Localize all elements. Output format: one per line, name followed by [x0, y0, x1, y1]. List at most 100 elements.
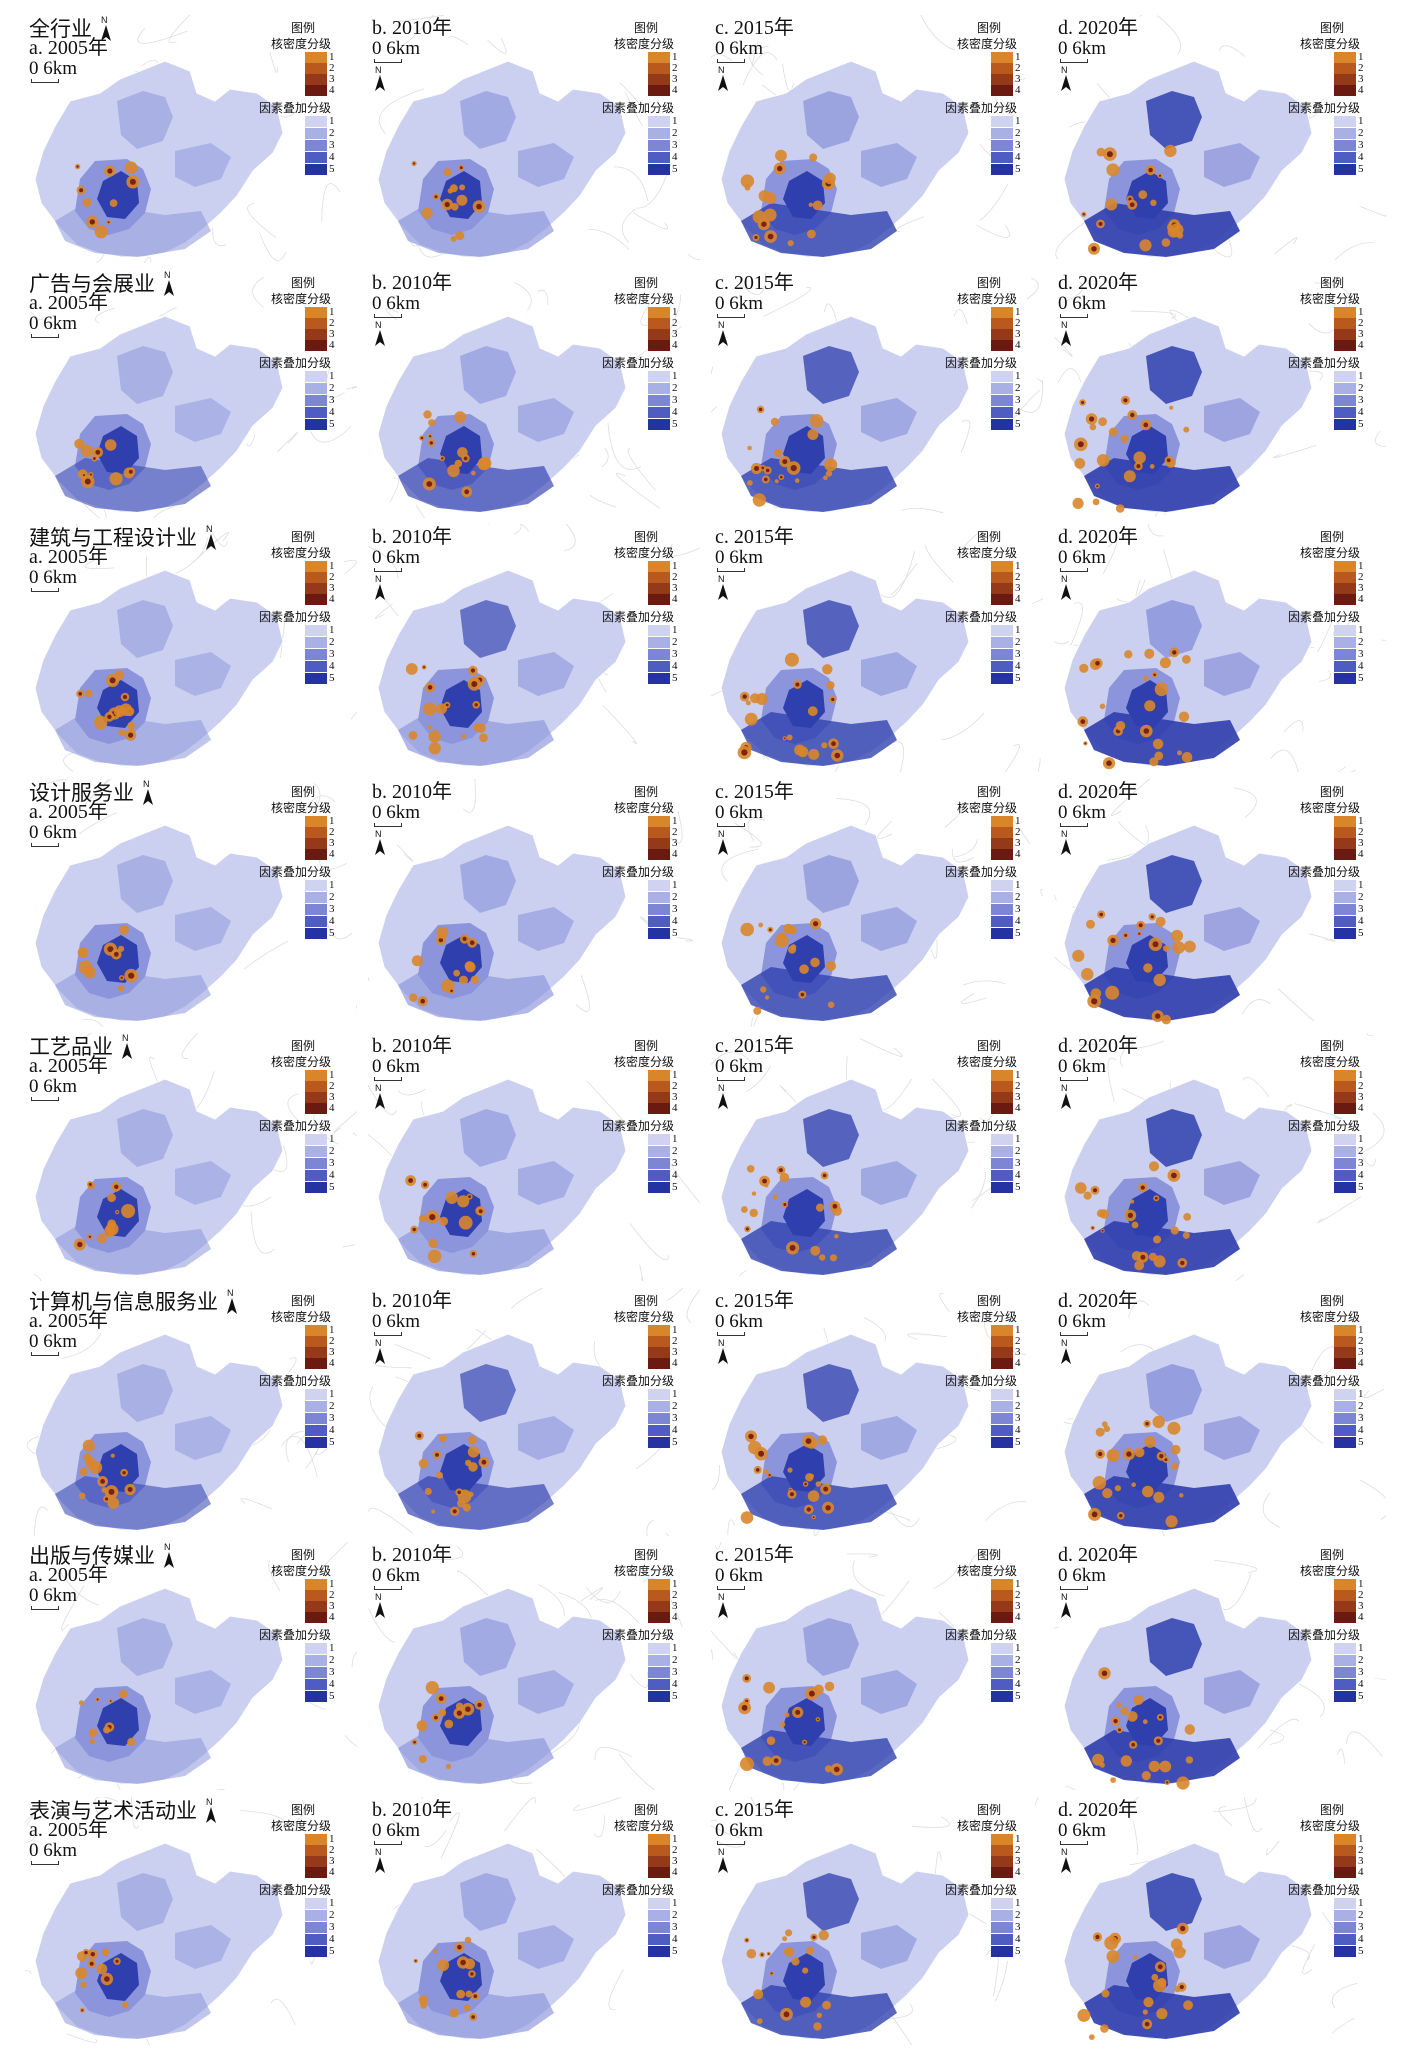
- district-east: [1204, 143, 1260, 187]
- kernel-class-label: 1: [672, 1323, 678, 1336]
- legend-title: 图例: [634, 275, 659, 290]
- kernel-swatch: [648, 1579, 670, 1590]
- map-panel: c. 2015年 0 6km N 图例 核密度分级 1 2 3 4 因素叠加分级 1 2 3 4 5: [711, 524, 1043, 772]
- kernel-class-label: 1: [1015, 305, 1021, 318]
- year-label: d. 2020年: [1058, 1544, 1138, 1566]
- kernel-swatch: [648, 1092, 670, 1103]
- kernel-swatch: [991, 1324, 1013, 1336]
- kernel-swatch: [648, 837, 670, 849]
- kernel-class-label: 1: [329, 1069, 335, 1081]
- scale-label: 0 6km: [29, 1839, 78, 1861]
- north-arrow-icon: N: [140, 779, 156, 807]
- kernel-swatch: [1334, 74, 1356, 85]
- scale-bar: [31, 1860, 59, 1865]
- kernel-class-label: 2: [672, 1589, 678, 1601]
- overlay-swatch: [305, 1158, 327, 1169]
- overlay-class-label: 4: [1358, 405, 1364, 418]
- overlay-class-label: 2: [672, 1399, 678, 1412]
- overlay-class-label: 3: [672, 1157, 678, 1169]
- legend-title: 图例: [1320, 1039, 1345, 1053]
- kernel-density-title: 核密度分级: [614, 1055, 675, 1069]
- overlay-class-label: 5: [1015, 417, 1021, 430]
- district-east: [175, 1924, 231, 1969]
- scale-bar: [1060, 822, 1088, 827]
- kernel-density-title: 核密度分级: [271, 800, 332, 815]
- kernel-class-label: 3: [329, 582, 335, 594]
- kernel-swatch: [648, 594, 670, 605]
- scale-bar: [31, 842, 59, 847]
- overlay-class-label: 1: [1015, 115, 1021, 127]
- overlay-class-label: 1: [1015, 1387, 1021, 1400]
- overlay-class-label: 4: [329, 1423, 335, 1436]
- scale-label: 0 6km: [372, 801, 421, 823]
- kernel-swatch: [305, 306, 327, 318]
- kernel-swatch: [1334, 1335, 1356, 1347]
- district-core: [440, 680, 482, 728]
- kernel-class-label: 4: [329, 1865, 335, 1878]
- kernel-swatch: [1334, 815, 1356, 827]
- overlay-class-label: 1: [1015, 878, 1021, 891]
- kernel-swatch: [1334, 594, 1356, 605]
- overlay-title: 因素叠加分级: [602, 1628, 675, 1642]
- kernel-swatch: [305, 1844, 327, 1856]
- overlay-swatch: [1334, 1897, 1356, 1909]
- overlay-class-label: 4: [1358, 914, 1364, 927]
- kernel-class-label: 4: [1015, 1865, 1021, 1878]
- kernel-density-title: 核密度分级: [271, 291, 332, 306]
- overlay-swatch: [991, 370, 1013, 382]
- kernel-class-label: 4: [1015, 1102, 1021, 1114]
- scale-label: 0 6km: [1058, 801, 1107, 823]
- kernel-density-hotspots: [737, 652, 844, 762]
- kernel-class-label: 3: [1015, 1600, 1021, 1612]
- map-panel: c. 2015年 0 6km N 图例 核密度分级 1 2 3 4 因素叠加分级 1 2 3 4 5: [711, 1033, 1043, 1281]
- overlay-class-label: 5: [1358, 1944, 1364, 1957]
- district-core: [783, 1443, 825, 1492]
- overlay-class-label: 3: [672, 139, 678, 151]
- scale-bar: [31, 1097, 59, 1101]
- overlay-swatch: [305, 649, 327, 660]
- kernel-swatch: [305, 1579, 327, 1590]
- overlay-class-label: 1: [329, 624, 335, 636]
- legend-title: 图例: [634, 21, 659, 35]
- overlay-swatch: [991, 673, 1013, 684]
- year-label: b. 2010年: [372, 780, 452, 803]
- kernel-class-label: 1: [1015, 814, 1021, 827]
- overlay-class-label: 1: [672, 1133, 678, 1145]
- north-arrow-icon: N: [119, 1033, 135, 1061]
- kernel-class-label: 2: [1015, 825, 1021, 838]
- north-letter: N: [1061, 828, 1068, 839]
- district-north: [803, 600, 859, 658]
- scale-label: 0 6km: [372, 1056, 421, 1077]
- kernel-class-label: 4: [329, 338, 335, 351]
- kernel-swatch: [305, 594, 327, 605]
- district-south: [55, 1730, 211, 1784]
- overlay-class-label: 2: [1015, 636, 1021, 648]
- overlay-swatch: [1334, 382, 1356, 394]
- overlay-class-label: 5: [672, 417, 678, 430]
- kernel-swatch: [648, 826, 670, 838]
- kernel-density-hotspots: [405, 663, 488, 755]
- map-grid: 全行业 a. 2005年 0 6km N 图例 核密度分级 1 2 3 4 因素叠加分级 1 2 3 4 5 b…: [25, 15, 1386, 2045]
- kernel-class-label: 3: [1358, 73, 1364, 85]
- kernel-class-label: 2: [1015, 62, 1021, 74]
- overlay-title: 因素叠加分级: [259, 355, 332, 370]
- kernel-class-label: 2: [672, 316, 678, 329]
- kernel-class-label: 4: [329, 1102, 335, 1114]
- overlay-swatch: [1334, 1909, 1356, 1921]
- kernel-density-hotspots: [78, 1689, 136, 1746]
- district-map: [711, 1292, 1027, 1536]
- overlay-class-label: 5: [672, 926, 678, 939]
- overlay-title: 因素叠加分级: [259, 101, 332, 115]
- year-label: a. 2005年: [29, 1055, 108, 1077]
- legend-title: 图例: [977, 1802, 1002, 1817]
- north-arrow-icon: N: [1058, 574, 1074, 602]
- overlay-swatch: [1334, 1933, 1356, 1945]
- overlay-swatch: [648, 152, 670, 163]
- kernel-swatch: [1334, 1866, 1356, 1878]
- scale-bar: [1060, 313, 1088, 318]
- map-panel: d. 2020年 0 6km N 图例 核密度分级 1 2 3 4 因素叠加分级 1 2 3 4 5: [1054, 1796, 1386, 2045]
- kernel-swatch: [991, 594, 1013, 605]
- overlay-swatch: [305, 382, 327, 394]
- district-north: [803, 854, 859, 913]
- overlay-title: 因素叠加分级: [602, 610, 675, 624]
